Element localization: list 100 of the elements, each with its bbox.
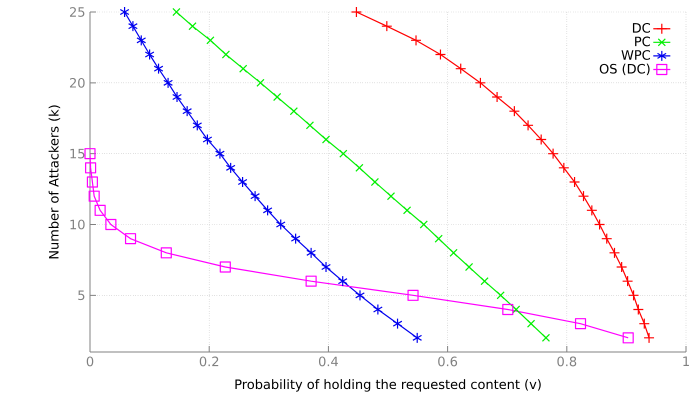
point [226, 162, 236, 174]
point [522, 120, 534, 131]
point [643, 332, 655, 344]
point [480, 277, 489, 286]
point [601, 233, 612, 244]
point [449, 248, 458, 257]
legend-label: DC [632, 22, 650, 33]
point [306, 121, 314, 130]
point [239, 64, 248, 73]
point [542, 334, 550, 342]
y-axis-title: Number of Attackers (k) [48, 105, 60, 258]
point [339, 150, 348, 158]
point [372, 304, 383, 316]
point [350, 6, 362, 18]
point [474, 77, 486, 88]
point [160, 247, 172, 258]
point [238, 176, 248, 188]
point [206, 36, 215, 44]
point [492, 91, 503, 103]
point [94, 204, 106, 216]
point [574, 318, 586, 330]
point [568, 176, 580, 188]
point [496, 291, 505, 300]
point [290, 233, 301, 244]
point [410, 34, 422, 46]
point [192, 120, 202, 131]
point [322, 135, 330, 144]
point [586, 204, 598, 216]
x-tick-label: 0.4 [318, 356, 338, 366]
point [632, 304, 644, 316]
point [85, 162, 96, 174]
point [420, 220, 428, 229]
point [124, 233, 136, 244]
legend-label: WPC [621, 50, 650, 60]
x-tick-label: 0.6 [438, 356, 458, 366]
point [502, 304, 514, 316]
point [88, 190, 100, 202]
point [256, 78, 265, 87]
point [628, 290, 640, 301]
point [355, 290, 365, 301]
point [464, 262, 474, 272]
y-tick-label: 20 [70, 78, 85, 88]
point [548, 148, 559, 160]
y-tick-label: 10 [70, 220, 85, 230]
x-tick-label: 0 [86, 356, 94, 366]
point [154, 63, 164, 74]
x-tick-label: 0.2 [200, 356, 218, 366]
point [508, 106, 520, 117]
point [136, 34, 146, 46]
point [355, 164, 364, 172]
point [290, 107, 298, 116]
point [306, 276, 317, 287]
x-tick-label: 1 [683, 356, 689, 366]
point [402, 206, 412, 214]
y-tick-label: 25 [70, 7, 84, 17]
point [594, 218, 606, 230]
point [381, 20, 392, 32]
x-tick-label: 0.8 [557, 356, 576, 366]
y-tick-label: 15 [70, 148, 84, 158]
point [392, 318, 402, 330]
point [144, 48, 155, 60]
x-axis-title: Probability of holding the requested content (v) [235, 379, 541, 392]
point [512, 305, 520, 314]
point [163, 77, 173, 88]
point [262, 204, 273, 216]
point [608, 247, 620, 258]
point [558, 162, 570, 174]
point [434, 48, 446, 60]
point [386, 192, 396, 200]
point [338, 276, 348, 287]
point [250, 190, 260, 202]
point [638, 318, 650, 330]
point [622, 276, 634, 287]
point [202, 134, 212, 146]
point [276, 218, 286, 230]
point [222, 50, 230, 59]
point [86, 176, 98, 188]
point [622, 332, 634, 344]
point [536, 134, 547, 146]
point [84, 148, 96, 160]
point [407, 290, 419, 301]
point [412, 332, 422, 344]
point [120, 6, 130, 18]
point [128, 20, 138, 32]
point [172, 8, 181, 16]
point [578, 190, 590, 202]
point [215, 148, 225, 160]
point [616, 261, 628, 273]
point [306, 247, 316, 258]
y-tick-label: 5 [78, 290, 84, 300]
legend-label: PC [635, 36, 650, 46]
point [172, 91, 182, 103]
point [273, 92, 282, 102]
point [105, 218, 116, 230]
point [220, 261, 231, 273]
point [526, 320, 536, 328]
point [321, 261, 331, 273]
point [455, 63, 466, 74]
point [182, 106, 192, 117]
legend-label: OS (DC) [600, 64, 650, 76]
